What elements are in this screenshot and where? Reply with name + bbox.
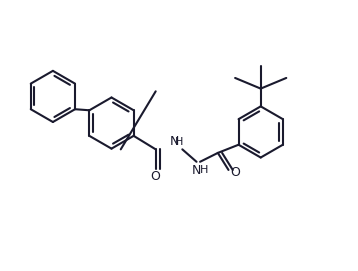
Text: N: N [192, 164, 201, 177]
Text: O: O [231, 166, 241, 179]
Text: H: H [175, 137, 183, 147]
Text: H: H [199, 165, 208, 175]
Text: O: O [151, 170, 161, 183]
Text: N: N [170, 135, 179, 148]
